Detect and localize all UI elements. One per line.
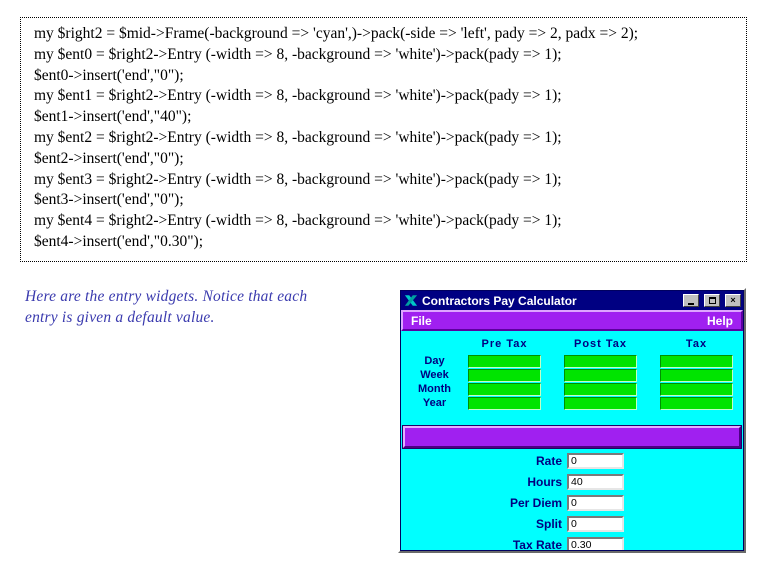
close-button[interactable]: × bbox=[725, 294, 741, 307]
hours-input[interactable] bbox=[567, 474, 624, 490]
menu-help[interactable]: Help bbox=[706, 313, 733, 328]
column-header-pre-tax: Pre Tax bbox=[481, 338, 528, 350]
row-label-year: Year bbox=[422, 397, 447, 409]
form-row-rate: Rate bbox=[401, 453, 743, 469]
table-row-week: Week bbox=[401, 369, 743, 382]
code-line: my $ent2 = $right2->Entry (-width => 8, … bbox=[34, 128, 562, 146]
minimize-icon bbox=[688, 303, 694, 305]
green-entry-year-pre[interactable] bbox=[468, 397, 541, 410]
column-header-post-tax: Post Tax bbox=[573, 338, 628, 350]
hours-label: Hours bbox=[527, 475, 562, 489]
green-entry-week-tax[interactable] bbox=[660, 369, 733, 382]
x11-logo-icon bbox=[404, 295, 418, 306]
green-entry-month-pre[interactable] bbox=[468, 383, 541, 396]
code-line: $ent4->insert('end',"0.30"); bbox=[34, 232, 204, 250]
form-row-split: Split bbox=[401, 516, 743, 532]
table-row-month: Month bbox=[401, 383, 743, 396]
green-entry-day-pre[interactable] bbox=[468, 355, 541, 368]
row-label-week: Week bbox=[420, 369, 449, 381]
green-entry-week-pre[interactable] bbox=[468, 369, 541, 382]
tax-rate-input[interactable] bbox=[567, 537, 624, 550]
rate-input[interactable] bbox=[567, 453, 624, 469]
table-row-day: Day bbox=[401, 355, 743, 368]
code-block: my $right2 = $mid->Frame(-background => … bbox=[20, 17, 747, 262]
app-window: Contractors Pay Calculator × File Help P… bbox=[398, 288, 746, 553]
code-line: my $right2 = $mid->Frame(-background => … bbox=[34, 25, 639, 42]
caption-text: Here are the entry widgets. Notice that … bbox=[25, 286, 395, 328]
code-line: my $ent1 = $right2->Entry (-width => 8, … bbox=[34, 87, 562, 105]
green-entry-day-tax[interactable] bbox=[660, 355, 733, 368]
maximize-button[interactable] bbox=[704, 294, 720, 307]
code-line: $ent1->insert('end',"40"); bbox=[34, 108, 192, 126]
green-entry-year-tax[interactable] bbox=[660, 397, 733, 410]
split-input[interactable] bbox=[567, 516, 624, 532]
per-diem-label: Per Diem bbox=[509, 496, 562, 510]
maximize-icon bbox=[708, 297, 716, 304]
code-line: $ent0->insert('end',"0"); bbox=[34, 66, 184, 84]
entry-form: Rate Hours Per Diem Split Tax Rate bbox=[401, 448, 743, 550]
window-title: Contractors Pay Calculator bbox=[422, 293, 577, 308]
separator-bar bbox=[402, 425, 742, 449]
code-line: my $ent4 = $right2->Entry (-width => 8, … bbox=[34, 212, 562, 230]
menubar: File Help bbox=[401, 310, 743, 331]
code-line: $ent2->insert('end',"0"); bbox=[34, 149, 184, 167]
rate-label: Rate bbox=[535, 454, 562, 468]
caption-line: entry is given a default value. bbox=[25, 309, 215, 326]
code-line: $ent3->insert('end',"0"); bbox=[34, 191, 184, 209]
per-diem-input[interactable] bbox=[567, 495, 624, 511]
row-label-day: Day bbox=[424, 355, 445, 367]
code-line: my $ent0 = $right2->Entry (-width => 8, … bbox=[34, 45, 562, 63]
tax-rate-label: Tax Rate bbox=[512, 538, 562, 550]
code-line: my $ent3 = $right2->Entry (-width => 8, … bbox=[34, 170, 562, 188]
menu-file[interactable]: File bbox=[411, 313, 432, 328]
calculator-body: Pre Tax Post Tax Tax Day Week Month bbox=[401, 331, 743, 550]
form-row-hours: Hours bbox=[401, 474, 743, 490]
window-inner: Contractors Pay Calculator × File Help P… bbox=[400, 290, 744, 551]
form-row-per-diem: Per Diem bbox=[401, 495, 743, 511]
titlebar[interactable]: Contractors Pay Calculator × bbox=[401, 291, 743, 310]
form-row-tax-rate: Tax Rate bbox=[401, 537, 743, 550]
green-entry-month-tax[interactable] bbox=[660, 383, 733, 396]
column-header-tax: Tax bbox=[685, 338, 708, 350]
green-entry-week-post[interactable] bbox=[564, 369, 637, 382]
minimize-button[interactable] bbox=[683, 294, 699, 307]
column-header-row: Pre Tax Post Tax Tax bbox=[401, 338, 743, 350]
table-row-year: Year bbox=[401, 397, 743, 410]
green-entry-month-post[interactable] bbox=[564, 383, 637, 396]
split-label: Split bbox=[536, 517, 562, 531]
row-label-month: Month bbox=[418, 383, 451, 395]
caption-line: Here are the entry widgets. Notice that … bbox=[25, 288, 308, 305]
green-entry-day-post[interactable] bbox=[564, 355, 637, 368]
green-entry-year-post[interactable] bbox=[564, 397, 637, 410]
